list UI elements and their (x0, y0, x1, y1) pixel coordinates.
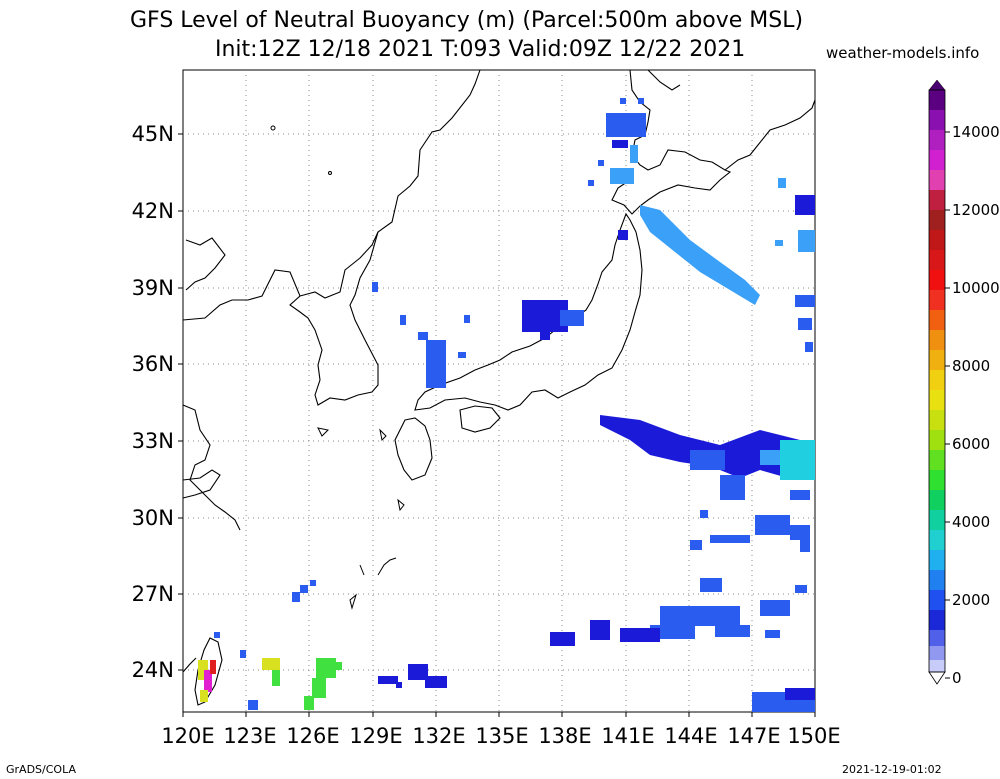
lon-label-138e: 138E (538, 724, 592, 748)
lat-label-36n: 36N (131, 352, 174, 376)
map-subtitle: Init:12Z 12/18 2021 T:093 Valid:09Z 12/2… (215, 37, 746, 62)
colorbar (928, 79, 950, 685)
map-title: GFS Level of Neutral Buoyancy (m) (Parce… (130, 8, 804, 33)
colorbar-label-4000: 4000 (952, 513, 991, 531)
lon-label-129e: 129E (349, 724, 403, 748)
footer-credit: GrADS/COLA (6, 763, 76, 776)
lon-label-147e: 147E (727, 724, 781, 748)
lat-label-24n: 24N (131, 658, 174, 682)
ticks (178, 133, 816, 717)
lat-label-27n: 27N (131, 582, 174, 606)
graticule (183, 70, 815, 712)
colorbar-label-10000: 10000 (952, 279, 1000, 297)
site-label: weather-models.info (826, 44, 980, 62)
islands (270, 125, 405, 610)
lon-label-126e: 126E (286, 724, 340, 748)
colorbar-label-8000: 8000 (952, 357, 991, 375)
lon-label-132e: 132E (412, 724, 466, 748)
colorbar-label-2000: 2000 (952, 591, 991, 609)
lon-label-150e: 150E (787, 724, 841, 748)
lon-label-120e: 120E (161, 724, 215, 748)
lat-label-30n: 30N (131, 506, 174, 530)
lat-label-42n: 42N (131, 199, 174, 223)
colorbar-label-6000: 6000 (952, 435, 991, 453)
lat-label-33n: 33N (131, 429, 174, 453)
colorbar-label-0: 0 (952, 669, 962, 687)
colorbar-label-14000: 14000 (952, 123, 1000, 141)
lon-label-141e: 141E (601, 724, 655, 748)
colorbar-label-12000: 12000 (952, 201, 1000, 219)
lon-label-144e: 144E (664, 724, 718, 748)
lat-label-39n: 39N (131, 276, 174, 300)
footer-timestamp: 2021-12-19-01:02 (842, 763, 942, 776)
lon-label-123e: 123E (223, 724, 277, 748)
lon-label-135e: 135E (475, 724, 529, 748)
coastlines (182, 69, 816, 706)
lat-label-45n: 45N (131, 122, 174, 146)
lnb-shading (198, 98, 815, 712)
